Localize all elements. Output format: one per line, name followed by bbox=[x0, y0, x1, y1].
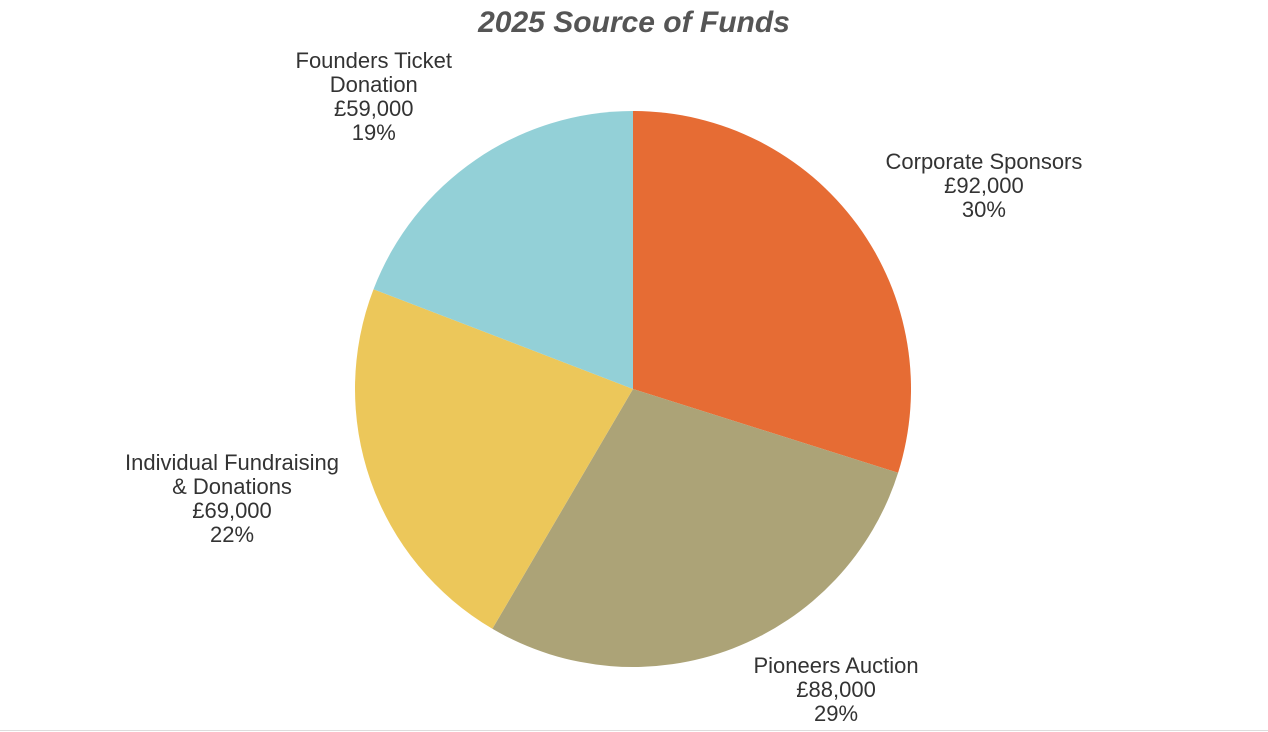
slice-label-individual-fundraising: Individual Fundraising & Donations £69,0… bbox=[125, 451, 339, 547]
slice-percent: 29% bbox=[814, 701, 859, 726]
slice-name-line-2: & Donations bbox=[172, 474, 292, 499]
slice-value: £59,000 bbox=[333, 96, 414, 121]
slice-name: Corporate Sponsors bbox=[885, 149, 1083, 174]
slice-value: £92,000 bbox=[944, 173, 1024, 198]
slice-name: Pioneers Auction bbox=[753, 653, 919, 678]
pie-slice-individual-fundraising bbox=[355, 289, 633, 629]
slice-percent: 22% bbox=[209, 522, 255, 547]
slice-name-line-1: Individual Fundraising bbox=[125, 450, 340, 475]
slice-percent: 30% bbox=[961, 197, 1006, 222]
pie-slice-founders-ticket bbox=[373, 111, 633, 389]
slice-value: £69,000 bbox=[192, 498, 272, 523]
slice-label-pioneers-auction: Pioneers Auction £88,000 29% bbox=[754, 654, 919, 726]
slice-label-corporate-sponsors: Corporate Sponsors £92,000 30% bbox=[886, 150, 1083, 222]
chart-title: 2025 Source of Funds bbox=[478, 6, 790, 39]
pie-slice-pioneers-auction bbox=[492, 389, 899, 667]
pie-slice-corporate-sponsors bbox=[633, 110, 912, 473]
slice-name-line-1: Founders Ticket bbox=[295, 48, 453, 73]
slice-value: £88,000 bbox=[796, 677, 876, 702]
bottom-divider bbox=[0, 730, 1268, 731]
slice-label-founders-ticket: Founders Ticket Donation £59,000 19% bbox=[296, 49, 453, 145]
slice-percent: 19% bbox=[351, 120, 396, 145]
slice-name-line-2: Donation bbox=[329, 72, 418, 97]
